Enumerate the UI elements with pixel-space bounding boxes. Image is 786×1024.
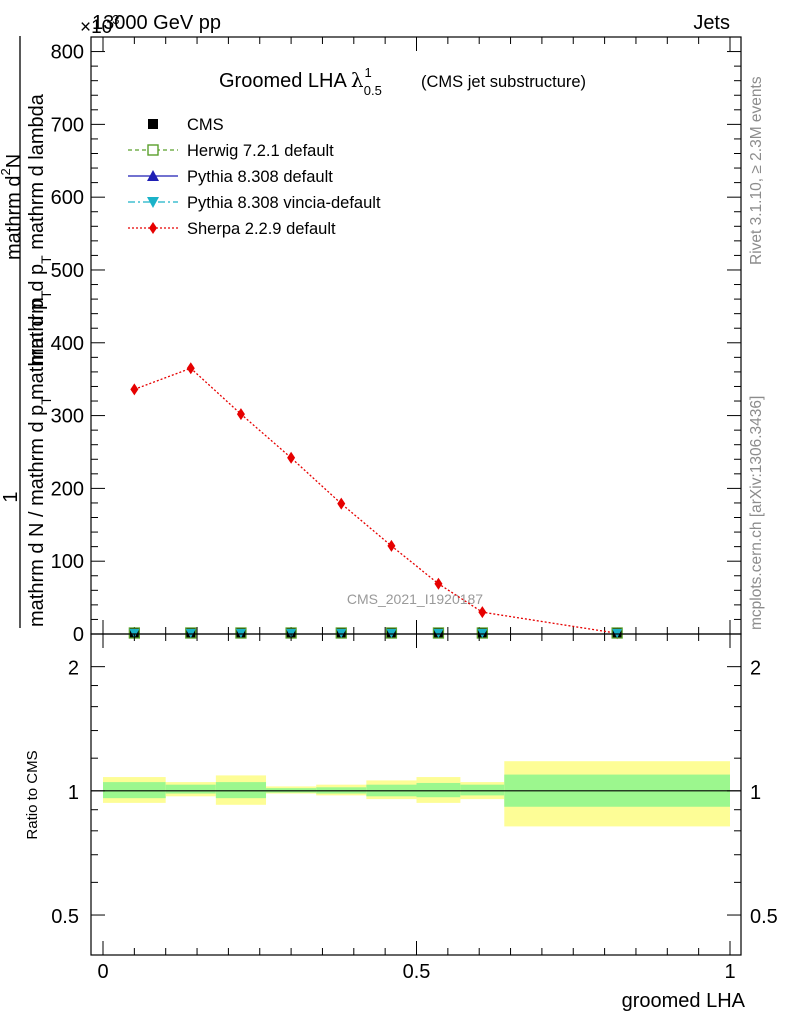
sherpa-point [287, 451, 296, 464]
main-y-tick-label: 100 [51, 551, 84, 573]
legend-label: Pythia 8.308 default [187, 168, 333, 186]
main-y-tick-label: 500 [51, 260, 84, 282]
chart-subtitle: (CMS jet substructure) [421, 73, 586, 91]
ratio-y-ticks: 0.5 0.5 1 1 2 2 [51, 658, 778, 928]
sherpa-point [434, 577, 443, 590]
chart-title: Groomed LHA λ1 0.5 [219, 65, 382, 98]
legend-label: Sherpa 2.2.9 default [187, 220, 336, 238]
ylabel-second-den-b: mathrm d pT [26, 290, 54, 400]
analysis-watermark: CMS_2021_I1920187 [347, 591, 483, 607]
ratio-y-tick-label-right: 2 [750, 658, 761, 680]
sherpa-point [337, 497, 346, 510]
sherpa-point [186, 362, 195, 375]
legend-marker-triangle-up [147, 170, 159, 181]
y-exponent-label: ×103 [80, 12, 119, 38]
x-tick-label: 1 [724, 961, 735, 983]
ratio-bands [103, 761, 730, 827]
process-label: Jets [693, 12, 730, 34]
ratio-stat-band [103, 782, 166, 799]
x-tick-label: 0 [97, 961, 108, 983]
ylabel-numerator: mathrm d2N [0, 154, 25, 260]
sherpa-point [130, 383, 139, 396]
legend-marker-square [148, 119, 158, 129]
main-y-ticks: 0 100 200 300 400 500 600 700 800 [51, 36, 741, 646]
ratio-stat-band [215, 782, 267, 799]
ratio-y-axis-label: Ratio to CMS [24, 750, 41, 839]
main-y-axis-label: 1 mathrm d N / mathrm d pT mathrm d pT m… [0, 36, 54, 628]
main-y-tick-label: 700 [51, 114, 84, 136]
ratio-stat-band [165, 784, 216, 794]
sherpa-point [387, 539, 396, 552]
main-y-tick-label: 300 [51, 406, 84, 428]
rivet-version-label: Rivet 3.1.10, ≥ 2.3M events [748, 76, 765, 265]
main-plot-frame [90, 36, 742, 635]
legend-entry: Sherpa 2.2.9 default [128, 220, 336, 238]
mcplots-label: mcplots.cern.ch [arXiv:1306.3436] [748, 396, 765, 630]
legend-marker-diamond [149, 222, 157, 234]
legend-marker-open-square [147, 144, 159, 156]
legend-marker-triangle-down [147, 197, 159, 208]
ratio-stat-band [460, 784, 505, 796]
ylabel-denominator: mathrm d N / mathrm d pT [26, 396, 54, 627]
legend-entry: Herwig 7.2.1 default [128, 142, 334, 160]
main-y-tick-label: 600 [51, 187, 84, 209]
ratio-y-tick-label: 1 [68, 782, 79, 804]
sherpa-point [478, 606, 487, 619]
ratio-x-ticks: 0 0.5 1 [97, 634, 736, 983]
main-x-ticks [102, 37, 731, 634]
main-panel: 0 100 200 300 400 500 600 700 800 Groomed LHA λ1 0… [51, 36, 742, 646]
ratio-panel: 0.5 0.51 12 2 0 0.5 1 Ratio to CMS groomed LH… [24, 633, 778, 1012]
legend-entry: Pythia 8.308 default [128, 168, 333, 186]
ratio-y-tick-label: 2 [68, 658, 79, 680]
main-y-tick-label: 0 [73, 624, 84, 646]
ratio-y-tick-label: 0.5 [51, 906, 79, 928]
sherpa-point [236, 408, 245, 421]
legend-label: CMS [187, 116, 224, 134]
main-y-tick-label: 400 [51, 333, 84, 355]
ylabel-second-fraction: mathrm d pT mathrm d lambda [26, 93, 54, 365]
main-y-tick-label: 200 [51, 478, 84, 500]
legend: CMS Herwig 7.2.1 default Pythia 8.308 defa… [128, 116, 381, 238]
energy-label: 13000 GeV pp [92, 12, 221, 34]
main-y-tick-label: 800 [51, 42, 84, 64]
legend-label: Herwig 7.2.1 default [187, 142, 334, 160]
ylabel-one: 1 [0, 491, 22, 502]
x-axis-label: groomed LHA [622, 990, 746, 1012]
x-tick-label: 0.5 [403, 961, 431, 983]
legend-entry: CMS [148, 116, 224, 134]
ratio-stat-band [416, 782, 461, 798]
legend-entry: Pythia 8.308 vincia-default [128, 194, 381, 212]
legend-label: Pythia 8.308 vincia-default [187, 194, 381, 212]
ratio-y-tick-label-right: 1 [750, 782, 761, 804]
ratio-y-tick-label-right: 0.5 [750, 906, 778, 928]
